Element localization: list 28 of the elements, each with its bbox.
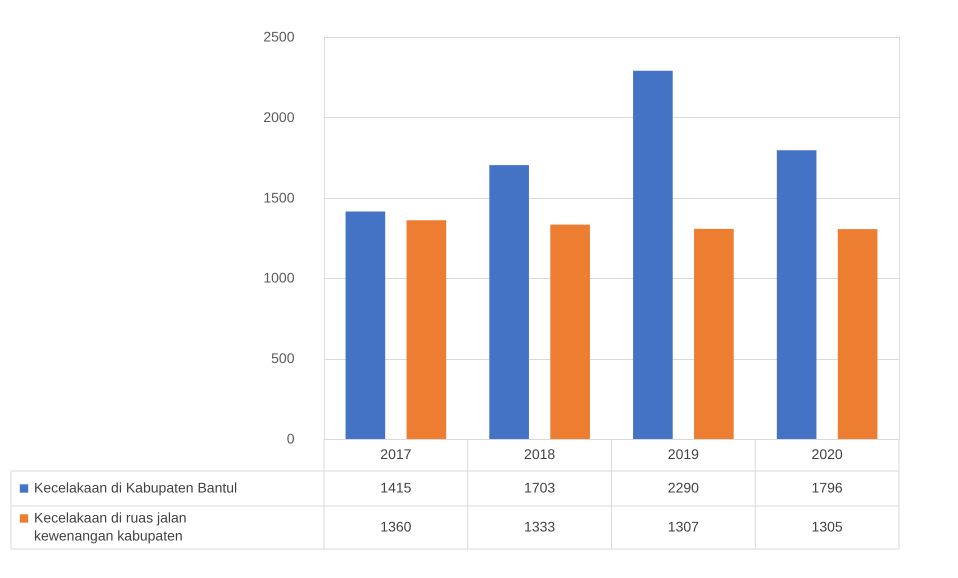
data-label: 1415 <box>380 480 412 496</box>
y-tick-label: 2000 <box>263 108 295 125</box>
bar <box>346 211 386 439</box>
y-tick-label: 1000 <box>263 270 295 286</box>
bar <box>406 220 446 439</box>
bar <box>776 150 816 439</box>
legend-label: Kecelakaan di ruas jalan kewenangan kabupaten <box>34 510 187 544</box>
data-label: 1305 <box>812 518 843 534</box>
bar <box>694 228 734 439</box>
data-label: 1703 <box>524 480 556 496</box>
bar <box>633 70 673 439</box>
data-label: 1796 <box>812 480 843 496</box>
y-tick-label: 0 <box>286 430 295 446</box>
y-tick-label: 2500 <box>263 28 295 44</box>
legend-label: Kecelakaan di Kabupaten Bantul <box>34 480 238 496</box>
x-tick-label: 2020 <box>812 446 843 462</box>
x-tick-label: 2018 <box>524 446 556 462</box>
data-label: 1307 <box>668 518 700 534</box>
x-tick-label: 2019 <box>668 446 700 462</box>
bar <box>838 229 878 439</box>
data-label: 1360 <box>380 518 412 534</box>
data-label: 2290 <box>668 480 700 496</box>
x-tick-label: 2017 <box>380 446 412 462</box>
y-tick-label: 1500 <box>263 189 295 206</box>
bar <box>489 165 529 439</box>
data-label: 1333 <box>524 518 556 534</box>
bar <box>550 224 590 439</box>
y-tick-label: 500 <box>271 350 295 366</box>
